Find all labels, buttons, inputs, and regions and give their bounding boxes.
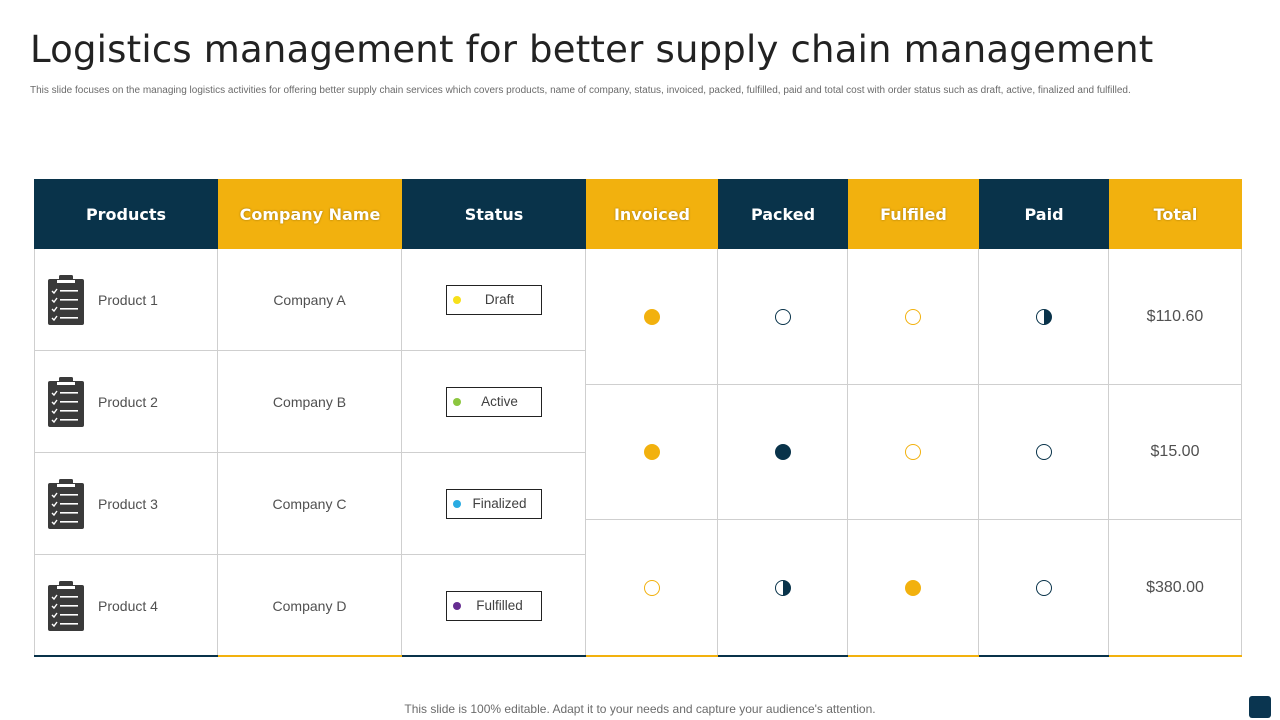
total-cell: $15.00 xyxy=(1109,385,1242,520)
packed-cell xyxy=(718,385,848,520)
total-value: $110.60 xyxy=(1146,307,1204,325)
product-name: Product 2 xyxy=(98,393,158,410)
header-products: Products xyxy=(34,179,218,249)
empty-circle-icon xyxy=(643,580,660,596)
product-name: Product 3 xyxy=(98,495,158,512)
status-dot-draft xyxy=(452,295,461,304)
header-company-name: Company Name xyxy=(218,179,402,249)
clipboard-checklist-icon xyxy=(48,376,84,427)
half-circle-icon xyxy=(1035,308,1052,325)
fulfiled-cell xyxy=(848,520,979,657)
logistics-table: Products Company Name Status Invoiced Pa… xyxy=(34,179,1242,657)
empty-circle-icon xyxy=(1035,444,1052,460)
table-row-product-cell: Product 4 xyxy=(34,555,218,657)
table-row-product-cell: Product 2 xyxy=(34,351,218,453)
column-accent-line xyxy=(34,655,218,657)
header-paid: Paid xyxy=(979,179,1109,249)
column-accent-line xyxy=(402,655,586,657)
status-badge: Active xyxy=(445,386,542,417)
status-label: Active xyxy=(481,394,518,409)
status-dot-active xyxy=(452,397,461,406)
filled-circle-icon xyxy=(643,444,660,460)
total-cell: $110.60 xyxy=(1109,249,1242,385)
status-badge: Finalized xyxy=(445,488,542,519)
product-name: Product 1 xyxy=(98,291,158,308)
status-dot-finalized xyxy=(452,499,461,508)
packed-cell xyxy=(718,249,848,385)
header-packed: Packed xyxy=(718,179,848,249)
company-cell: Company B xyxy=(218,351,402,453)
total-value: $15.00 xyxy=(1150,443,1200,460)
clipboard-checklist-icon xyxy=(48,274,84,325)
corner-square-icon xyxy=(1249,696,1271,718)
column-accent-line xyxy=(718,655,848,657)
column-accent-line xyxy=(1109,655,1242,657)
table-row-product-cell: Product 1 xyxy=(34,249,218,351)
column-accent-line xyxy=(218,655,402,657)
status-badge: Draft xyxy=(445,284,542,315)
status-dot-fulfilled xyxy=(452,601,461,610)
header-total: Total xyxy=(1109,179,1242,249)
empty-circle-icon xyxy=(774,308,791,325)
status-label: Finalized xyxy=(472,496,527,511)
empty-circle-icon xyxy=(905,308,921,325)
fulfiled-cell xyxy=(848,249,979,385)
company-cell: Company C xyxy=(218,453,402,555)
empty-circle-icon xyxy=(1035,580,1052,596)
column-accent-line xyxy=(979,655,1109,657)
fulfiled-cell xyxy=(848,385,979,520)
half-circle-icon xyxy=(774,580,791,596)
header-status: Status xyxy=(402,179,586,249)
status-label: Fulfilled xyxy=(476,598,523,613)
packed-cell xyxy=(718,520,848,657)
header-invoiced: Invoiced xyxy=(586,179,718,249)
paid-cell xyxy=(979,249,1109,385)
empty-circle-icon xyxy=(905,444,921,460)
status-cell: Finalized xyxy=(402,453,586,555)
invoiced-cell xyxy=(586,385,718,520)
product-name: Product 4 xyxy=(98,597,158,614)
total-value: $380.00 xyxy=(1146,579,1204,596)
column-accent-line xyxy=(848,655,979,657)
clipboard-checklist-icon xyxy=(48,580,84,631)
status-cell: Fulfilled xyxy=(402,555,586,657)
filled-circle-icon xyxy=(774,444,791,460)
invoiced-cell xyxy=(586,520,718,657)
page-subtitle: This slide focuses on the managing logis… xyxy=(30,85,1131,96)
filled-circle-icon xyxy=(905,580,921,596)
status-badge: Fulfilled xyxy=(445,590,542,621)
paid-cell xyxy=(979,385,1109,520)
header-fulfiled: Fulfiled xyxy=(848,179,979,249)
filled-circle-icon xyxy=(643,308,660,325)
column-accent-line xyxy=(586,655,718,657)
company-cell: Company D xyxy=(218,555,402,657)
company-cell: Company A xyxy=(218,249,402,351)
paid-cell xyxy=(979,520,1109,657)
invoiced-cell xyxy=(586,249,718,385)
total-cell: $380.00 xyxy=(1109,520,1242,657)
status-cell: Draft xyxy=(402,249,586,351)
table-row-product-cell: Product 3 xyxy=(34,453,218,555)
status-cell: Active xyxy=(402,351,586,453)
footer-note: This slide is 100% editable. Adapt it to… xyxy=(404,702,876,716)
status-label: Draft xyxy=(484,292,515,307)
clipboard-checklist-icon xyxy=(48,478,84,529)
page-title: Logistics management for better supply c… xyxy=(30,28,1154,71)
